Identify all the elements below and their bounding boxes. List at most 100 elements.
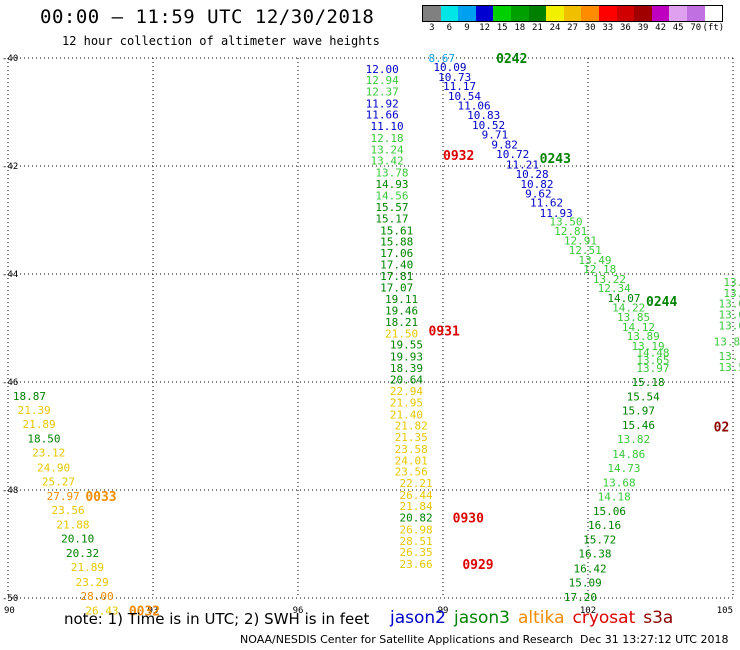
wave-height-value: 13.42: [371, 155, 404, 168]
wave-height-value: 18.87: [13, 390, 46, 403]
legend-tick-label: 24: [549, 23, 561, 33]
legend-swatch: [458, 6, 476, 21]
wave-height-value: 13.78: [375, 166, 408, 179]
longitude-label: 99: [438, 606, 449, 616]
longitude-label: 105: [717, 606, 733, 616]
map-grid: [7, 57, 734, 599]
wave-height-value: 20.64: [390, 373, 423, 386]
axis-labels: 90 93 96 99 102 105 -40 -42 -44 -46 -48 -50: [2, 54, 733, 616]
legend-swatch: [616, 6, 635, 21]
wave-height-value: 21.82: [395, 420, 428, 433]
wave-height-value: 26.43: [85, 604, 118, 617]
wave-height-value: 15.06: [593, 505, 626, 518]
wave-height-value: 20.10: [61, 533, 94, 546]
legend-swatch: [651, 6, 670, 21]
legend-tick-label: 21: [531, 23, 543, 33]
pass-time-label: 0929: [462, 558, 493, 573]
wave-height-value: 22.94: [390, 385, 423, 398]
legend-swatch: [704, 6, 723, 21]
wave-height-value: 19.93: [390, 351, 423, 364]
legend-swatch: [528, 6, 547, 21]
pass-time-label: 0932: [443, 149, 474, 164]
legend-swatch: [686, 6, 705, 21]
satellite-key: jason2 jason3 altika cryosat s3a: [390, 608, 681, 628]
legend-tick-label: 33: [602, 23, 614, 33]
wave-height-value: 13.97: [636, 362, 669, 375]
units-note: note: 1) Time is in UTC; 2) SWH is in fe…: [64, 610, 370, 628]
pass-time-label: 02: [714, 420, 730, 435]
legend-tick-label: 18: [514, 23, 526, 33]
wave-height-value: 13.: [723, 287, 740, 300]
wave-height-value: 10.72: [496, 148, 529, 161]
wave-height-value: 15.18: [632, 376, 665, 389]
pass-time-label: 0931: [429, 325, 460, 340]
wave-height-value: 12.34: [598, 282, 631, 295]
wave-height-value: 13.0: [719, 309, 740, 322]
wave-height-value: 26.35: [400, 546, 433, 559]
wave-height-value: 21.89: [71, 561, 104, 574]
wave-height-value: 10.83: [467, 109, 500, 122]
wave-height-value: 12.81: [554, 225, 587, 238]
wave-height-value: 24.90: [37, 461, 70, 474]
legend-swatches: [422, 5, 724, 22]
legend-swatch: [581, 6, 599, 21]
legend-tick-label: 9: [464, 23, 470, 33]
wave-height-value: 17.06: [380, 247, 413, 260]
wave-height-value: 27.97: [47, 490, 80, 503]
legend-swatch: [510, 6, 529, 21]
wave-height-value: 15.09: [569, 576, 602, 589]
wave-height-value: 16.16: [588, 519, 621, 532]
wave-height-value: 12.51: [569, 244, 602, 257]
wave-height-value: 13.: [719, 350, 739, 363]
legend-tick-label: (ft): [702, 23, 725, 33]
wave-height-value: 12.94: [366, 74, 399, 87]
wave-height-value: 14.22: [612, 301, 645, 314]
wave-height-value: 13.68: [603, 476, 636, 489]
wave-height-value: 15.57: [375, 201, 408, 214]
wave-height-value: 17.81: [380, 270, 413, 283]
wave-height-value: 14.18: [598, 490, 631, 503]
wave-height-value: 9.71: [482, 129, 509, 142]
wave-height-value: 13.24: [371, 143, 404, 156]
wave-height-value: 11.10: [371, 120, 404, 133]
legend-swatch: [598, 6, 617, 21]
wave-height-value: 24.01: [395, 454, 428, 467]
longitude-label: 93: [148, 606, 159, 616]
satellite-s3a: s3a: [643, 608, 674, 628]
legend-tick-label: 70: [690, 23, 702, 33]
wave-height-value: 26.98: [400, 523, 433, 536]
legend-swatch: [563, 6, 582, 21]
legend-swatch: [634, 6, 652, 21]
wave-height-value: 15.17: [375, 212, 408, 225]
wave-height-value: 11.21: [506, 158, 539, 171]
pass-time-label: 0242: [496, 52, 527, 67]
wave-height-value: 21.88: [56, 519, 89, 532]
wave-height-value: 15.97: [622, 405, 655, 418]
wave-height-value: 13.85: [617, 311, 650, 324]
satellite-jason2: jason2: [390, 608, 446, 628]
legend-swatch: [475, 6, 494, 21]
wave-height-value: 16.42: [574, 562, 607, 575]
wave-height-value: 23.58: [395, 443, 428, 456]
legend-tick-label: 15: [496, 23, 508, 33]
wave-height-value: 14.93: [375, 178, 408, 191]
wave-height-value: 13.0: [719, 319, 740, 332]
wave-height-value: 12.18: [371, 132, 404, 145]
wave-height-value: 18.39: [390, 362, 423, 375]
wave-height-value: 10.09: [433, 61, 466, 74]
latitude-label: -50: [2, 594, 18, 604]
legend-swatch: [669, 6, 687, 21]
legend-tick-label: 45: [672, 23, 684, 33]
wave-height-value: 23.66: [400, 558, 433, 571]
wave-height-value: 11.17: [443, 80, 476, 93]
wave-height-value: 23.12: [32, 447, 65, 460]
wave-height-value: 12.37: [366, 85, 399, 98]
wave-height-value: 21.89: [23, 418, 56, 431]
wave-height-value: 9.82: [491, 138, 518, 151]
wave-height-value: 21.35: [395, 431, 428, 444]
wave-height-value: 14.12: [622, 321, 655, 334]
wave-height-value: 12.91: [564, 235, 597, 248]
latitude-label: -40: [2, 54, 18, 64]
wave-height-value: 17.20: [564, 591, 597, 604]
wave-height-value: 11.92: [366, 97, 399, 110]
